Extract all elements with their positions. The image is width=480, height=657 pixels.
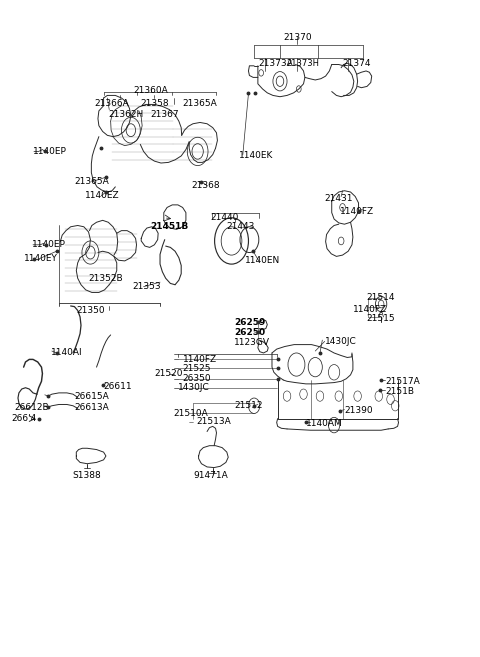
Text: 21350: 21350 xyxy=(76,306,105,315)
Text: 21362H: 21362H xyxy=(108,110,144,119)
Text: 21365A: 21365A xyxy=(74,177,109,186)
Text: 21514: 21514 xyxy=(366,293,395,302)
Text: 21513A: 21513A xyxy=(197,417,231,426)
Text: 21510A: 21510A xyxy=(173,409,208,418)
Text: 1430JC: 1430JC xyxy=(324,337,357,346)
Text: 21352B: 21352B xyxy=(88,274,123,283)
Text: 91471A: 91471A xyxy=(193,471,228,480)
Text: 21367: 21367 xyxy=(151,110,179,119)
Text: 26611: 26611 xyxy=(104,382,132,391)
Text: 26350: 26350 xyxy=(182,374,211,383)
Text: 1140AM: 1140AM xyxy=(306,419,343,428)
Text: 21373A: 21373A xyxy=(258,58,293,68)
Text: 26613A: 26613A xyxy=(74,403,109,411)
Text: 21525: 21525 xyxy=(182,364,211,373)
Text: 21374: 21374 xyxy=(343,58,371,68)
Text: 21517A: 21517A xyxy=(385,377,420,386)
Text: 1140AI: 1140AI xyxy=(51,348,83,357)
Text: 21390: 21390 xyxy=(345,407,373,415)
Text: 21443: 21443 xyxy=(226,222,254,231)
Text: 21365A: 21365A xyxy=(182,99,217,108)
Text: 1140EP: 1140EP xyxy=(33,147,67,156)
Text: 1140EN: 1140EN xyxy=(245,256,280,265)
Text: 1140FZ: 1140FZ xyxy=(353,305,387,313)
Text: 21512: 21512 xyxy=(234,401,263,410)
Text: 21360A: 21360A xyxy=(133,86,168,95)
Text: 1123GV: 1123GV xyxy=(234,338,270,347)
Text: 21366A: 21366A xyxy=(94,99,129,108)
Text: 1140EK: 1140EK xyxy=(239,152,274,160)
Text: 26250: 26250 xyxy=(234,328,265,337)
Text: 26615A: 26615A xyxy=(74,392,109,401)
Text: 1140EZ: 1140EZ xyxy=(85,191,120,200)
Text: 21515: 21515 xyxy=(366,314,395,323)
Text: 21451B: 21451B xyxy=(151,222,189,231)
Text: 21353: 21353 xyxy=(133,282,161,291)
Text: 21358: 21358 xyxy=(140,99,169,108)
Text: 21370: 21370 xyxy=(283,33,312,42)
Text: 21373H: 21373H xyxy=(286,58,319,68)
Text: 21440: 21440 xyxy=(211,214,239,222)
Text: 21368: 21368 xyxy=(191,181,220,190)
Text: 1140EP: 1140EP xyxy=(32,240,66,249)
Text: 21520: 21520 xyxy=(155,369,183,378)
Text: 1140FZ: 1140FZ xyxy=(182,355,217,364)
Text: 266'4: 266'4 xyxy=(12,414,36,423)
Text: 26612B: 26612B xyxy=(14,403,49,411)
Text: 1430JC: 1430JC xyxy=(178,383,210,392)
Text: S1388: S1388 xyxy=(73,471,101,480)
Text: 2151B: 2151B xyxy=(385,387,414,396)
Text: 1140FZ: 1140FZ xyxy=(340,207,374,215)
Text: 21431: 21431 xyxy=(324,194,353,203)
Text: 1140EY: 1140EY xyxy=(24,254,58,263)
Text: 26259: 26259 xyxy=(234,317,266,327)
